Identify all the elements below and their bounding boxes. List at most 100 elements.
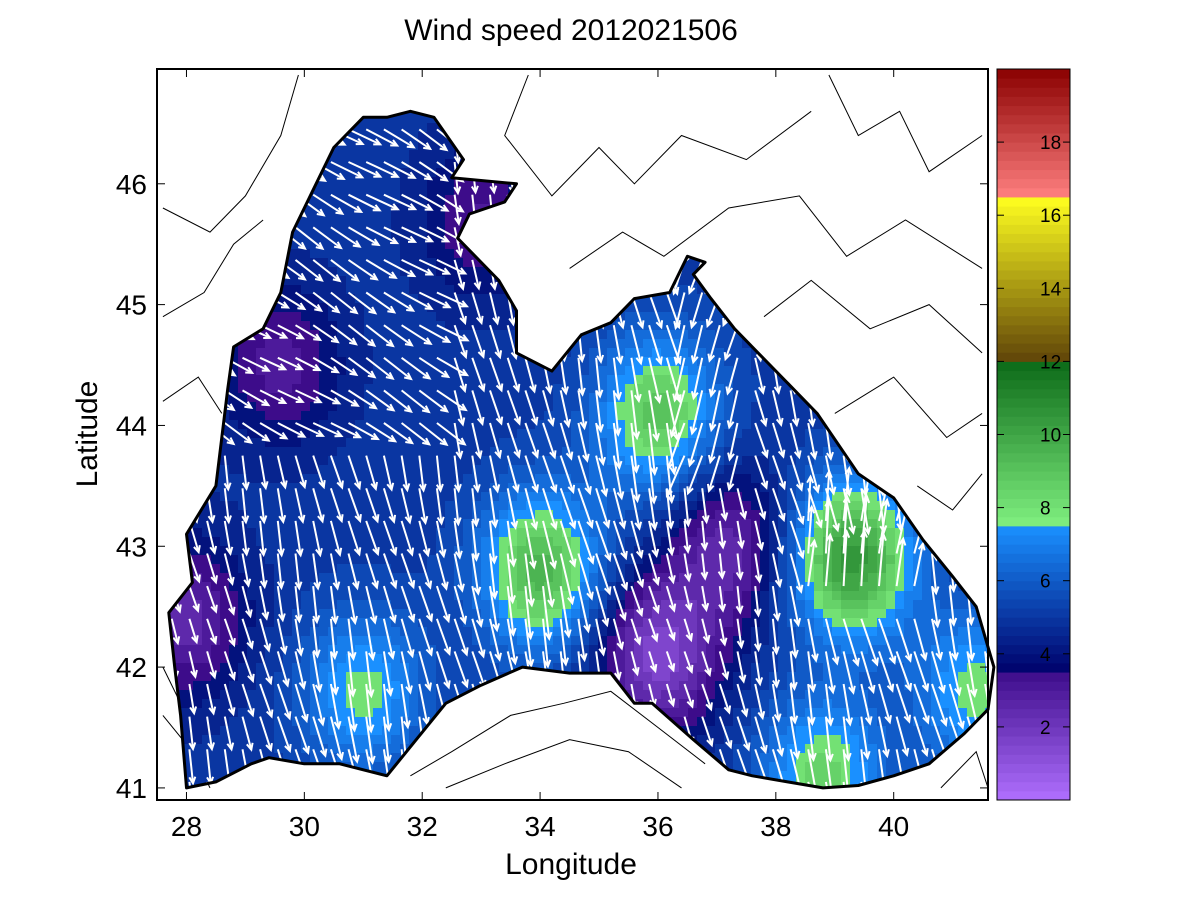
contour-cell [391, 231, 401, 241]
contour-cell [670, 384, 680, 394]
contour-cell [607, 393, 617, 403]
contour-cell [346, 195, 356, 205]
contour-cell [427, 312, 437, 322]
contour-cell [445, 528, 455, 538]
contour-cell [607, 366, 617, 376]
contour-cell [463, 528, 473, 538]
contour-cell [382, 123, 392, 133]
contour-cell [805, 438, 815, 448]
contour-cell [715, 339, 725, 349]
contour-cell [274, 357, 284, 367]
contour-cell [634, 330, 644, 340]
contour-cell [364, 384, 374, 394]
contour-cell [346, 384, 356, 394]
contour-cell [562, 546, 572, 556]
contour-cell [409, 330, 419, 340]
contour-cell [292, 510, 302, 520]
contour-cell [724, 429, 734, 439]
contour-cell [337, 528, 347, 538]
contour-cell [769, 528, 779, 538]
contour-cell [904, 519, 914, 529]
contour-cell [391, 321, 401, 331]
contour-cell [499, 492, 509, 502]
contour-cell [400, 195, 410, 205]
contour-cell [733, 447, 743, 457]
contour-cell [436, 501, 446, 511]
contour-cell [769, 501, 779, 511]
contour-cell [391, 375, 401, 385]
contour-cell [562, 510, 572, 520]
contour-cell [706, 348, 716, 358]
contour-cell [301, 501, 311, 511]
contour-cell [301, 204, 311, 214]
contour-cell [535, 501, 545, 511]
contour-cell [832, 537, 842, 547]
contour-cell [346, 375, 356, 385]
contour-cell [643, 474, 653, 484]
contour-cell [427, 528, 437, 538]
contour-cell [850, 492, 860, 502]
contour-cell [454, 393, 464, 403]
contour-cell [346, 474, 356, 484]
contour-cell [535, 546, 545, 556]
contour-cell [355, 456, 365, 466]
contour-cell [238, 393, 248, 403]
contour-cell [463, 267, 473, 277]
contour-cell [409, 312, 419, 322]
contour-cell [490, 321, 500, 331]
contour-cell [643, 429, 653, 439]
contour-cell [355, 411, 365, 421]
contour-cell [481, 447, 491, 457]
contour-cell [679, 330, 689, 340]
contour-cell [652, 402, 662, 412]
contour-cell [598, 402, 608, 412]
contour-cell [580, 402, 590, 412]
contour-cell [274, 483, 284, 493]
contour-cell [490, 411, 500, 421]
contour-cell [373, 213, 383, 223]
contour-cell [364, 438, 374, 448]
contour-cell [706, 447, 716, 457]
contour-cell [409, 510, 419, 520]
contour-cell [445, 519, 455, 529]
contour-cell [265, 438, 275, 448]
contour-cell [427, 276, 437, 286]
contour-cell [247, 537, 257, 547]
contour-cell [589, 537, 599, 547]
contour-cell [382, 213, 392, 223]
contour-cell [715, 447, 725, 457]
contour-cell [544, 411, 554, 421]
contour-cell [391, 429, 401, 439]
contour-cell [400, 537, 410, 547]
contour-cell [769, 411, 779, 421]
contour-cell [625, 483, 635, 493]
contour-cell [301, 321, 311, 331]
contour-cell [355, 303, 365, 313]
contour-cell [832, 501, 842, 511]
contour-cell [247, 420, 257, 430]
contour-cell [715, 438, 725, 448]
contour-cell [751, 474, 761, 484]
contour-cell [382, 150, 392, 160]
contour-cell [652, 510, 662, 520]
contour-cell [301, 276, 311, 286]
contour-cell [436, 195, 446, 205]
contour-cell [625, 357, 635, 367]
contour-cell [229, 411, 239, 421]
contour-cell [355, 537, 365, 547]
contour-cell [400, 177, 410, 187]
contour-cell [328, 231, 338, 241]
contour-cell [598, 465, 608, 475]
contour-cell [670, 519, 680, 529]
contour-cell [337, 258, 347, 268]
contour-cell [733, 339, 743, 349]
contour-cell [373, 276, 383, 286]
contour-cell [724, 465, 734, 475]
contour-cell [526, 510, 536, 520]
contour-cell [328, 240, 338, 250]
contour-cell [463, 429, 473, 439]
contour-cell [229, 474, 239, 484]
contour-cell [337, 492, 347, 502]
contour-cell [463, 537, 473, 547]
contour-cell [373, 186, 383, 196]
